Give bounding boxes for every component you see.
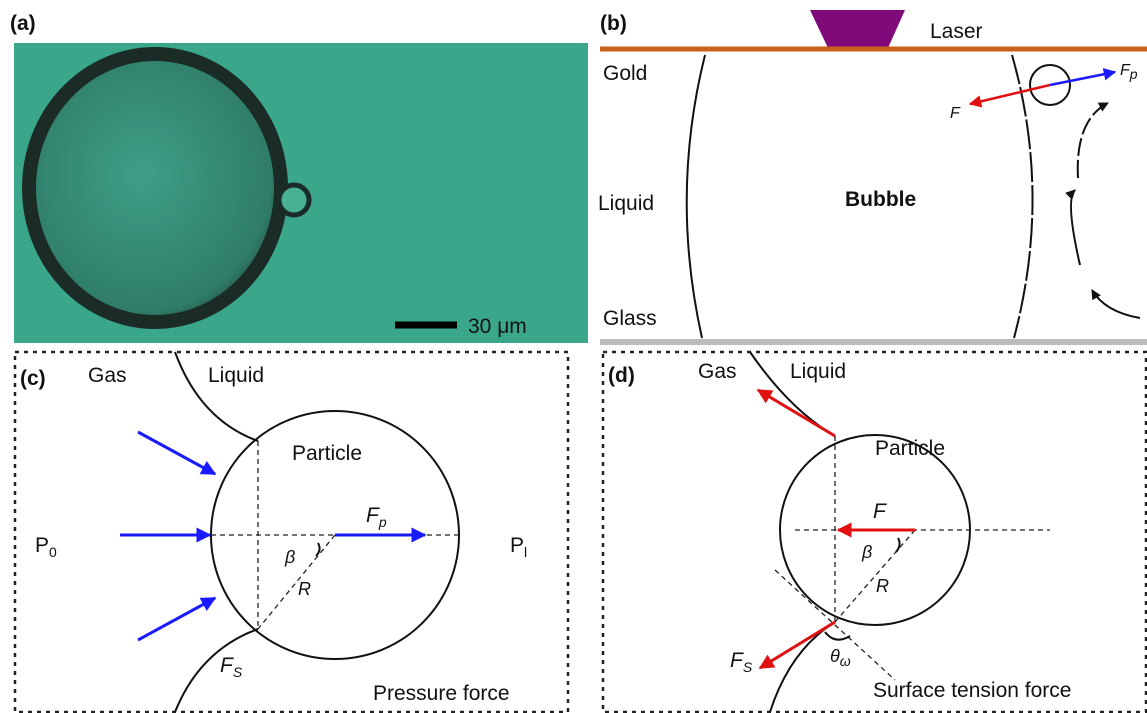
bubble bbox=[29, 54, 281, 322]
force-label: FS bbox=[730, 649, 753, 675]
force-arrow bbox=[1050, 72, 1115, 85]
panel-frame bbox=[15, 352, 568, 712]
panel-b: (b) Laser Gold Liquid Bubble Glass Fp F bbox=[598, 10, 1147, 342]
tension-arrow bbox=[758, 390, 835, 436]
angle-arc bbox=[825, 632, 850, 640]
bubble-wall bbox=[1012, 55, 1033, 338]
panel-frame bbox=[603, 352, 1146, 712]
glass-label: Glass bbox=[603, 307, 657, 330]
angle-arc bbox=[316, 543, 320, 556]
panel-c: (c) Gas Liquid Particle Fp P0 Pl β R FS … bbox=[15, 352, 568, 712]
laser-label: Laser bbox=[930, 20, 983, 43]
gold-label: Gold bbox=[603, 62, 647, 85]
angle-arc bbox=[896, 538, 900, 552]
flow-arrow bbox=[1078, 103, 1108, 178]
figure: (a) 30 μm (b) Laser Gold Liquid Bubble G… bbox=[0, 0, 1147, 713]
radius-line bbox=[258, 535, 335, 629]
panel-label: (c) bbox=[20, 367, 46, 390]
panel-d: (d) Gas Liquid Particle F β R FS θω Surf… bbox=[603, 352, 1146, 712]
caption: Pressure force bbox=[373, 682, 510, 705]
interface bbox=[175, 629, 258, 712]
caption: Surface tension force bbox=[873, 679, 1071, 702]
flow-arrow bbox=[1092, 290, 1140, 318]
bubble-label: Bubble bbox=[845, 188, 916, 211]
particle bbox=[279, 185, 309, 215]
gas-label: Gas bbox=[698, 360, 737, 383]
laser-beam bbox=[810, 10, 905, 48]
pressure-label: Pl bbox=[510, 534, 527, 560]
pressure-label: P0 bbox=[35, 534, 57, 560]
force-label: F bbox=[873, 500, 887, 523]
interface bbox=[770, 622, 835, 712]
panel-label: (d) bbox=[608, 364, 635, 387]
radius-label: R bbox=[298, 579, 311, 599]
pressure-arrow bbox=[138, 598, 215, 640]
bubble-wall bbox=[687, 55, 705, 338]
panel-a: (a) 30 μm bbox=[10, 12, 588, 343]
panel-label: (b) bbox=[600, 12, 627, 35]
panel-label: (a) bbox=[10, 12, 36, 35]
liquid-label: Liquid bbox=[790, 360, 846, 383]
angle-label: θω bbox=[830, 646, 851, 669]
force-label: Fp bbox=[1120, 62, 1138, 82]
angle-label: β bbox=[861, 542, 872, 562]
tension-arrow bbox=[760, 622, 835, 668]
force-label: Fp bbox=[366, 504, 387, 530]
liquid-label: Liquid bbox=[598, 192, 654, 215]
radius-line bbox=[835, 530, 915, 622]
flow-arrow bbox=[1071, 190, 1080, 265]
pressure-arrow bbox=[138, 432, 215, 474]
angle-label: β bbox=[284, 547, 295, 567]
liquid-label: Liquid bbox=[208, 364, 264, 387]
force-label: FS bbox=[220, 654, 243, 680]
particle-label: Particle bbox=[875, 437, 945, 460]
force-label: F bbox=[950, 105, 961, 122]
gas-label: Gas bbox=[88, 364, 127, 387]
radius-label: R bbox=[876, 576, 889, 596]
scale-label: 30 μm bbox=[468, 315, 527, 338]
particle-label: Particle bbox=[292, 442, 362, 465]
